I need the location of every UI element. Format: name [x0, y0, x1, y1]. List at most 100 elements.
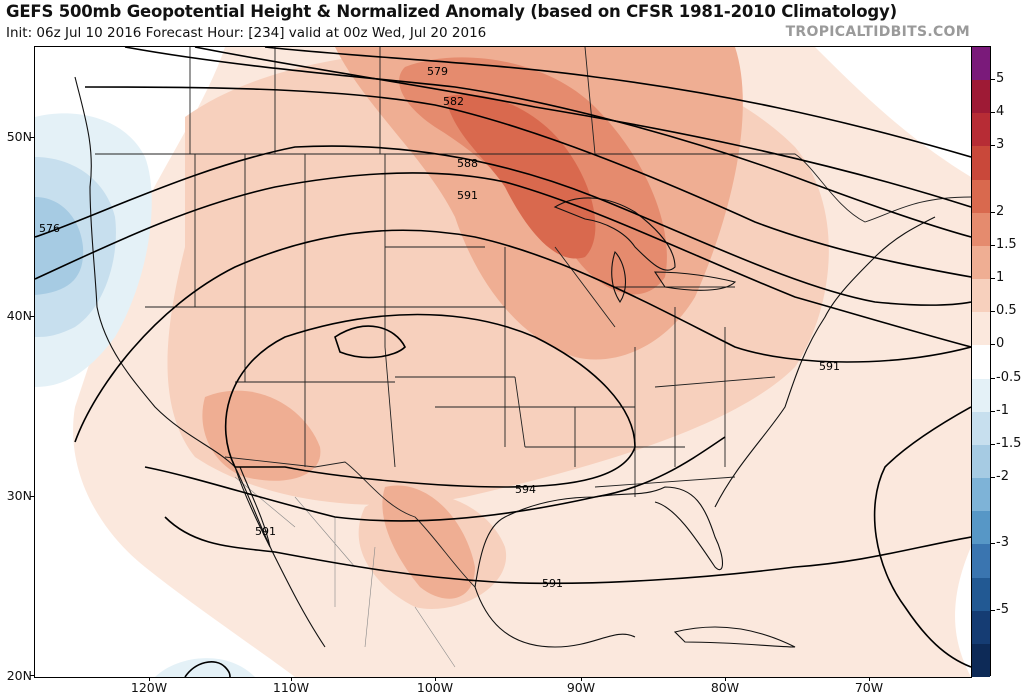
- map-canvas: 579 582 588 591 576 591 594 591 591: [35, 47, 971, 677]
- colorbar-tick: [991, 609, 995, 611]
- colorbar-segment: [972, 411, 990, 446]
- lat-label-30n: 30N: [6, 488, 32, 503]
- contour-label-group: 579 582 588 591 576 591 594 591 591: [39, 65, 840, 590]
- canada-provinces: [189, 47, 596, 155]
- shading-pos-mod-tx: [382, 485, 475, 599]
- lon-label-90w: 90W: [566, 680, 596, 695]
- colorbar-segment: [972, 212, 990, 247]
- map-panel: 579 582 588 591 576 591 594 591 591: [34, 46, 972, 678]
- colorbar-label: -1: [996, 402, 1009, 418]
- colorbar-tick: [991, 112, 995, 114]
- lon-label-100w: 100W: [416, 680, 454, 695]
- contour-label: 591: [819, 360, 840, 373]
- contour-east-ridge: [873, 406, 971, 668]
- colorbar-tick: [991, 543, 995, 545]
- lon-tick: [149, 677, 150, 681]
- colorbar-label: -5: [996, 601, 1009, 617]
- atlantic-coast: [714, 216, 936, 508]
- contour-591-south: [144, 436, 726, 522]
- pacific-coast: [74, 76, 326, 648]
- anomaly-colorbar: [971, 46, 991, 678]
- colorbar-tick: [991, 211, 995, 213]
- yucatan-coast: [474, 586, 636, 648]
- contour-label: 591: [255, 525, 276, 538]
- map-title: GEFS 500mb Geopotential Height & Normali…: [6, 2, 897, 21]
- contour-585: [35, 145, 971, 306]
- lat-label-40n: 40N: [6, 308, 32, 323]
- colorbar-segment: [972, 345, 990, 380]
- contour-591-gulf: [164, 516, 971, 585]
- baja-peninsula: [234, 466, 271, 548]
- contour-high-2: [194, 47, 971, 208]
- shading-neutral-se: [955, 547, 971, 677]
- lon-tick: [291, 677, 292, 681]
- contour-sw-low: [184, 661, 231, 677]
- contour-582: [84, 86, 971, 278]
- us-mexico-border: [224, 456, 476, 588]
- source-credit: TROPICALTIDBITS.COM: [785, 24, 970, 40]
- colorbar-tick: [991, 377, 995, 379]
- lat-label-20n: 20N: [6, 668, 32, 683]
- lon-label-80w: 80W: [710, 680, 740, 695]
- contour-label: 579: [427, 65, 448, 78]
- shading-neg-strong-pac: [35, 197, 84, 295]
- lon-label-120w: 120W: [130, 680, 168, 695]
- colorbar-label: -3: [996, 535, 1009, 551]
- map-subtitle: Init: 06z Jul 10 2016 Forecast Hour: [23…: [6, 25, 487, 41]
- lon-tick: [581, 677, 582, 681]
- colorbar-tick: [991, 311, 995, 313]
- contour-label: 582: [443, 95, 464, 108]
- colorbar-segment: [972, 179, 990, 214]
- shading-neg-weak-south: [155, 658, 255, 677]
- colorbar-tick: [991, 477, 995, 479]
- coastlines: [74, 76, 936, 648]
- colorbar-segment: [972, 146, 990, 181]
- lon-label-110w: 110W: [272, 680, 310, 695]
- state-lines: [145, 154, 776, 497]
- lon-tick: [435, 677, 436, 681]
- colorbar-segment: [972, 113, 990, 147]
- colorbar-segment: [972, 544, 990, 579]
- lat-tick: [30, 496, 34, 497]
- colorbar-label: 0: [996, 336, 1005, 352]
- shading-pos-max-gl: [445, 94, 596, 259]
- colorbar-label: 3: [996, 137, 1005, 153]
- colorbar-segment: [972, 577, 990, 612]
- colorbar-label: -1.5: [996, 435, 1022, 451]
- colorbar-segment: [972, 378, 990, 413]
- contour-594: [224, 313, 636, 488]
- colorbar-label: -2: [996, 469, 1009, 485]
- contour-high-1: [264, 47, 971, 158]
- lon-tick: [725, 677, 726, 681]
- colorbar-tick: [991, 410, 995, 412]
- shading-neutral-sw: [35, 587, 215, 677]
- colorbar-label: 0.5: [996, 303, 1017, 319]
- lat-tick: [30, 675, 34, 676]
- colorbar-segment: [972, 643, 990, 678]
- lon-label-70w: 70W: [854, 680, 884, 695]
- colorbar-label: 5: [996, 71, 1005, 87]
- colorbar-segment: [972, 478, 990, 512]
- lon-tick: [869, 677, 870, 681]
- contour-label: 594: [515, 483, 536, 496]
- colorbar-segment: [972, 511, 990, 545]
- colorbar-segment: [972, 444, 990, 479]
- colorbar-tick: [991, 278, 995, 280]
- contour-label: 591: [542, 577, 563, 590]
- lat-tick: [30, 316, 34, 317]
- colorbar-segment: [972, 47, 990, 81]
- height-contours: [35, 47, 971, 677]
- colorbar-tick: [991, 344, 995, 346]
- colorbar-label: -0.5: [996, 369, 1022, 385]
- colorbar-segment: [972, 610, 990, 645]
- gulf-coast: [474, 486, 724, 588]
- cuba: [673, 626, 796, 648]
- colorbar-segment: [972, 80, 990, 114]
- colorbar-tick: [991, 244, 995, 246]
- lat-label-50n: 50N: [6, 129, 32, 144]
- contour-594-inner: [334, 325, 406, 359]
- shading-neutral-east: [815, 47, 971, 177]
- colorbar-segment: [972, 279, 990, 313]
- colorbar-tick: [991, 145, 995, 147]
- us-canada-border: [95, 153, 971, 223]
